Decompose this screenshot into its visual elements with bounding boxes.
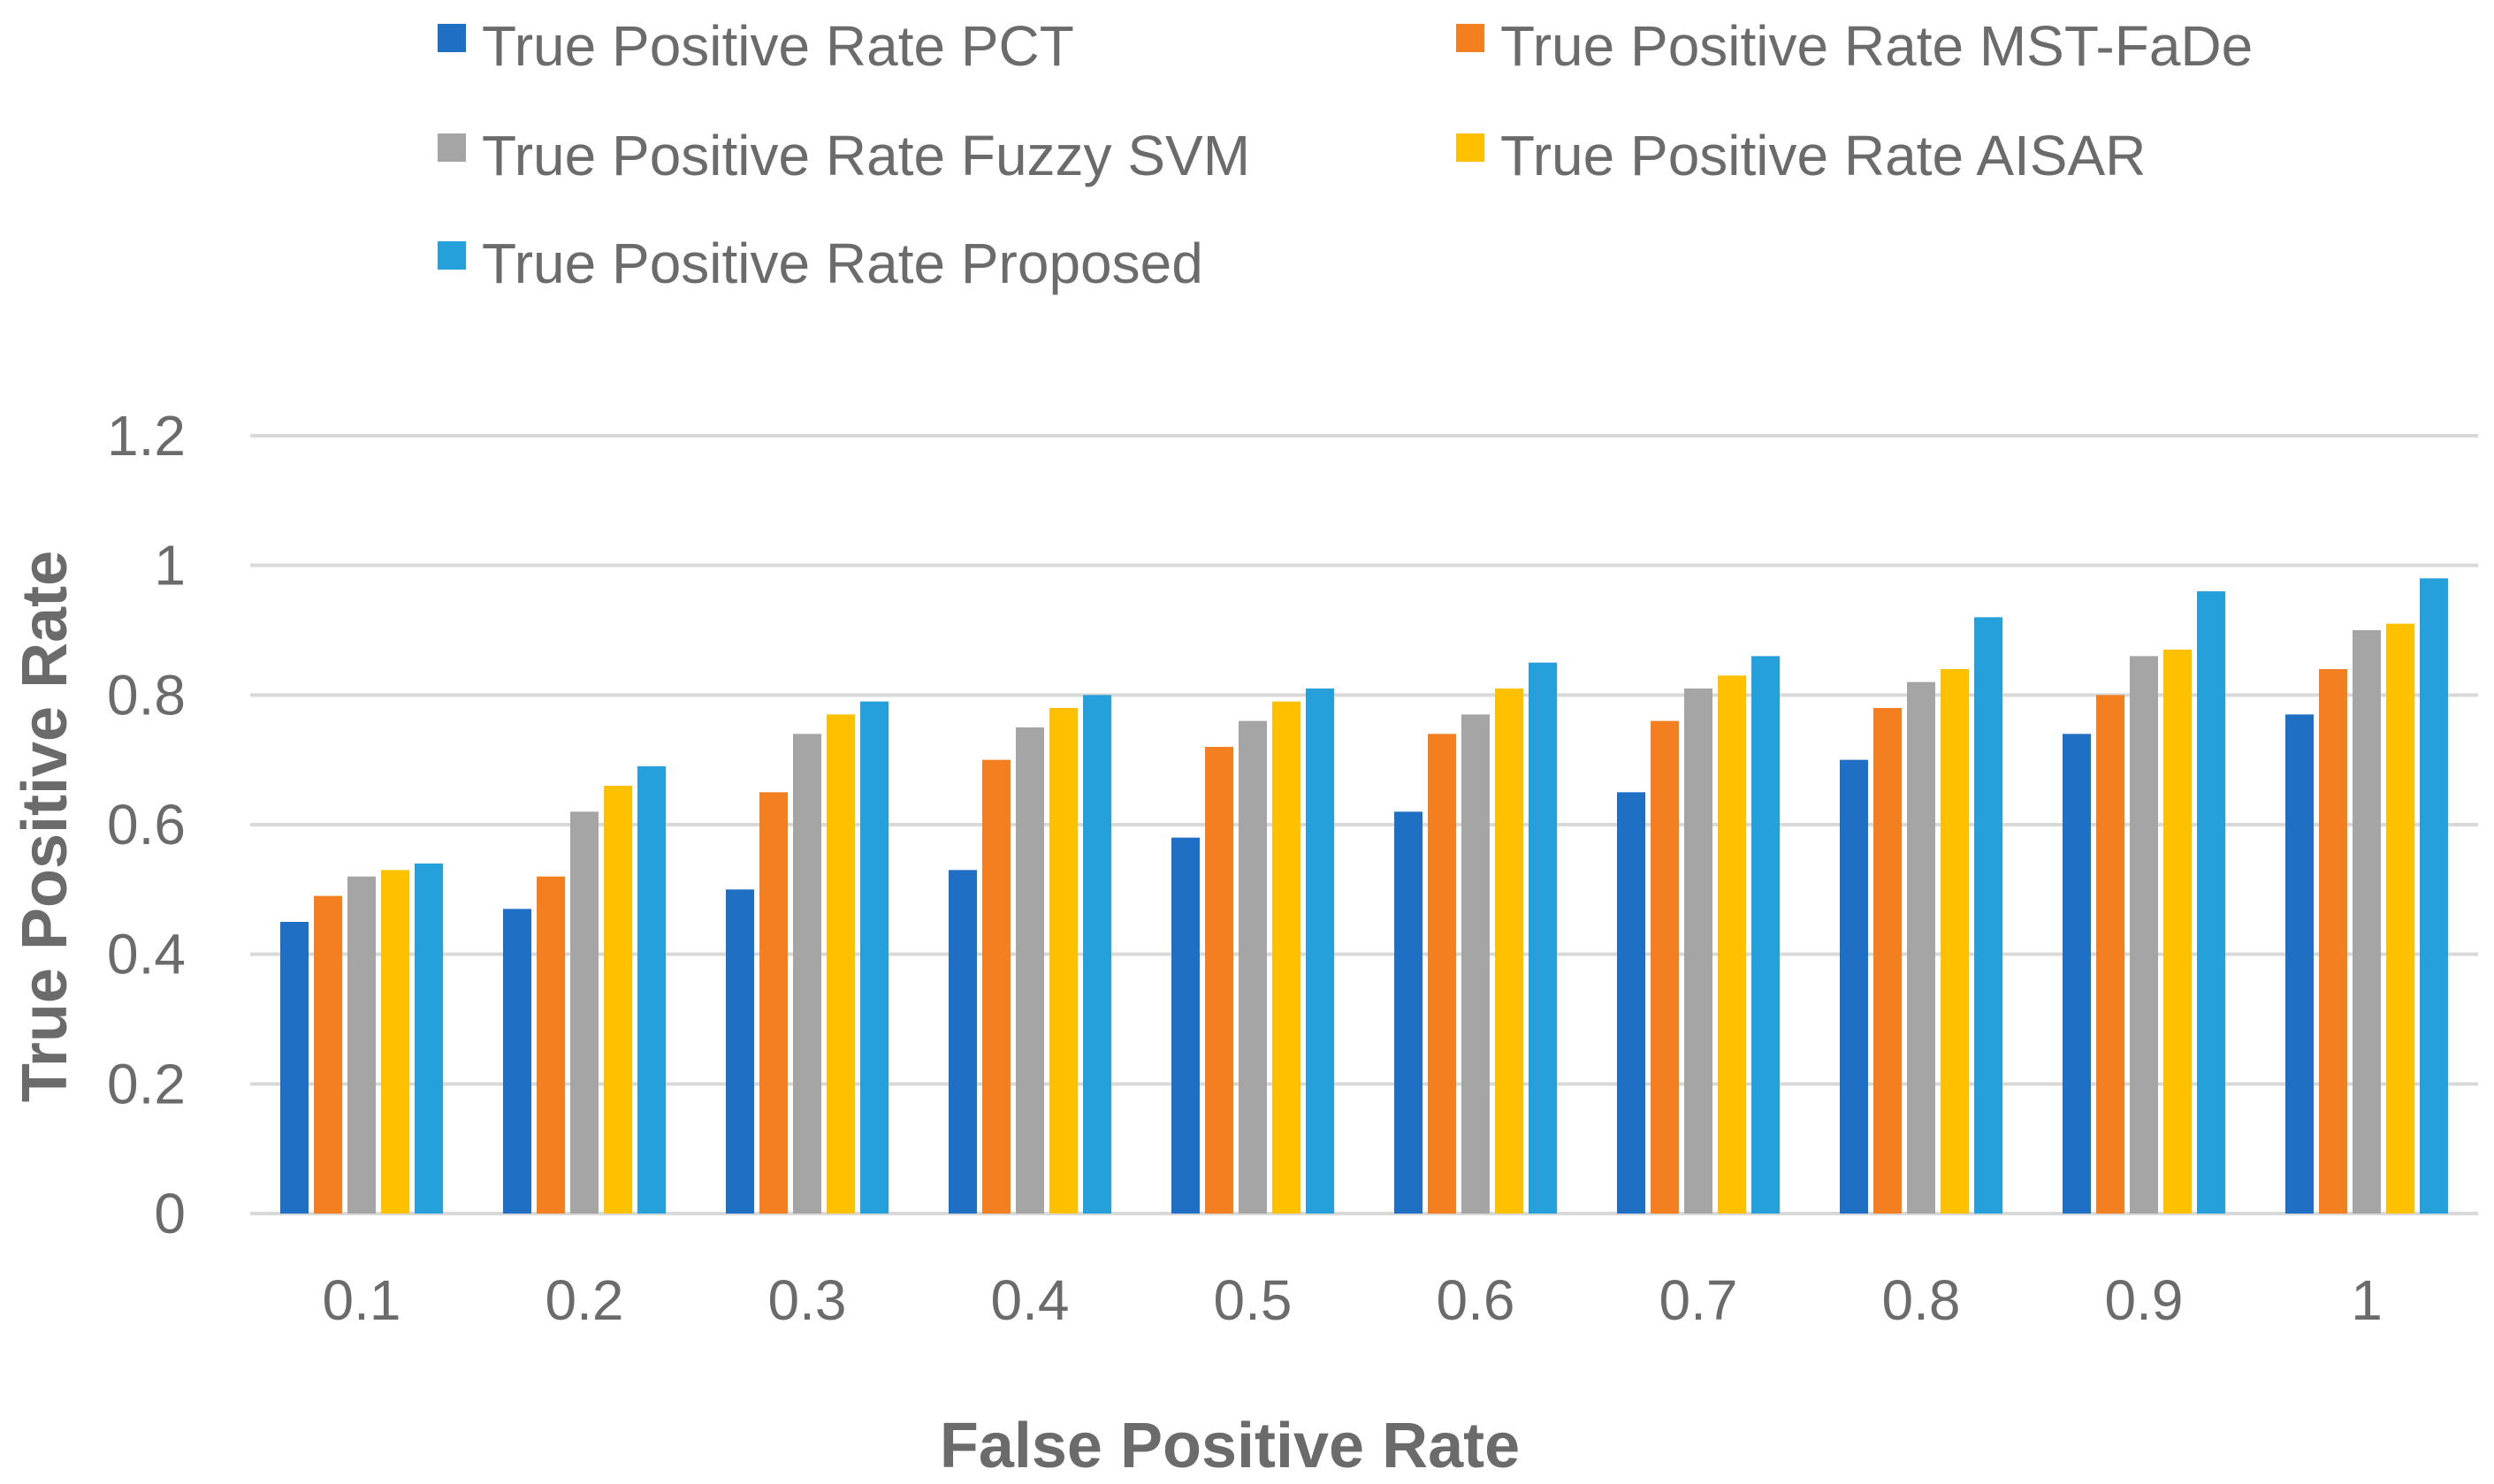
y-tick-label: 0.8 — [107, 663, 186, 727]
bar-1-0.7 — [1617, 792, 1645, 1214]
y-tick-label: 0 — [154, 1182, 186, 1245]
x-axis-title: False Positive Rate — [940, 1411, 1520, 1481]
legend-label: True Positive Rate AISAR — [1500, 124, 2146, 187]
bar-1-1 — [2285, 714, 2314, 1214]
x-tick-label: 0.6 — [1437, 1268, 1515, 1332]
bar-5-0.8 — [1974, 617, 2002, 1214]
bar-4-0.7 — [1718, 675, 1746, 1214]
x-tick-label: 0.7 — [1659, 1268, 1738, 1332]
bar-3-0.4 — [1016, 727, 1044, 1214]
bar-2-0.8 — [1873, 708, 1902, 1214]
bar-5-0.7 — [1751, 656, 1780, 1214]
legend-swatch — [1456, 133, 1484, 162]
bar-4-0.5 — [1272, 701, 1300, 1214]
x-tick-label: 0.5 — [1214, 1268, 1293, 1332]
bar-3-1 — [2353, 630, 2381, 1214]
bar-4-0.9 — [2163, 650, 2192, 1214]
bar-2-0.7 — [1651, 720, 1679, 1214]
bar-2-0.6 — [1428, 734, 1456, 1214]
legend-swatch — [1456, 24, 1484, 52]
bar-5-0.5 — [1306, 689, 1334, 1214]
bar-4-0.4 — [1049, 708, 1078, 1214]
bar-2-0.1 — [314, 895, 342, 1214]
bar-4-0.2 — [604, 786, 632, 1214]
bar-3-0.2 — [570, 811, 599, 1214]
legend: True Positive Rate PCT True Positive Rate… — [438, 14, 2253, 295]
bar-4-1 — [2386, 623, 2414, 1214]
bar-5-0.1 — [415, 864, 443, 1214]
bar-4-0.1 — [381, 870, 409, 1214]
x-tick-label: 0.1 — [323, 1268, 401, 1332]
bar-1-0.4 — [949, 870, 977, 1214]
bar-1-0.6 — [1394, 811, 1422, 1214]
x-tick-label: 0.2 — [545, 1268, 624, 1332]
bar-1-0.2 — [503, 909, 531, 1214]
x-tick-label: 0.4 — [991, 1268, 1070, 1332]
y-tick-label: 1.2 — [107, 404, 186, 468]
bar-2-0.9 — [2096, 695, 2124, 1214]
bar-5-0.3 — [860, 701, 889, 1214]
bar-5-0.6 — [1529, 662, 1557, 1214]
bar-2-1 — [2319, 669, 2347, 1214]
x-tick-label: 1 — [2351, 1268, 2383, 1332]
legend-label: True Positive Rate MST-FaDe — [1500, 14, 2253, 78]
bar-2-0.5 — [1205, 747, 1233, 1214]
legend-swatch — [438, 24, 466, 52]
bar-5-1 — [2420, 578, 2448, 1214]
bar-4-0.3 — [827, 714, 855, 1214]
bar-3-0.1 — [347, 876, 376, 1214]
legend-label: True Positive Rate PCT — [482, 14, 1074, 78]
bar-5-0.2 — [637, 766, 666, 1214]
bar-1-0.9 — [2063, 734, 2091, 1214]
y-axis-title: True Positive Rate — [10, 551, 80, 1102]
bar-3-0.6 — [1461, 714, 1490, 1214]
bars — [280, 578, 2448, 1214]
legend-swatch — [438, 241, 466, 270]
legend-label: True Positive Rate Proposed — [482, 232, 1203, 295]
y-tick-label: 1 — [154, 534, 186, 597]
x-axis-ticks: 0.1 0.2 0.3 0.4 0.5 0.6 0.7 0.8 0.9 1 — [323, 1268, 2383, 1332]
bar-5-0.9 — [2197, 591, 2225, 1214]
bar-3-0.3 — [793, 734, 821, 1214]
legend-swatch — [438, 133, 466, 162]
x-tick-label: 0.8 — [1882, 1268, 1961, 1332]
x-tick-label: 0.3 — [768, 1268, 847, 1332]
bar-4-0.6 — [1495, 689, 1523, 1214]
bar-1-0.5 — [1171, 837, 1200, 1214]
y-tick-label: 0.4 — [107, 923, 186, 986]
bar-2-0.4 — [982, 759, 1011, 1214]
bar-5-0.4 — [1083, 695, 1111, 1214]
y-tick-label: 0.6 — [107, 793, 186, 856]
bar-3-0.5 — [1239, 720, 1267, 1214]
legend-label: True Positive Rate Fuzzy SVM — [482, 124, 1250, 187]
bar-4-0.8 — [1941, 669, 1969, 1214]
bar-1-0.3 — [726, 889, 754, 1214]
bar-1-0.1 — [280, 922, 309, 1214]
y-axis-ticks: 0 0.2 0.4 0.6 0.8 1 1.2 — [107, 404, 186, 1245]
bar-3-0.9 — [2130, 656, 2158, 1214]
bar-2-0.2 — [537, 876, 565, 1214]
x-tick-label: 0.9 — [2105, 1268, 2184, 1332]
bar-3-0.7 — [1684, 689, 1712, 1214]
bar-3-0.8 — [1907, 681, 1935, 1214]
y-tick-label: 0.2 — [107, 1052, 186, 1115]
bar-2-0.3 — [759, 792, 788, 1214]
bar-1-0.8 — [1840, 759, 1868, 1214]
